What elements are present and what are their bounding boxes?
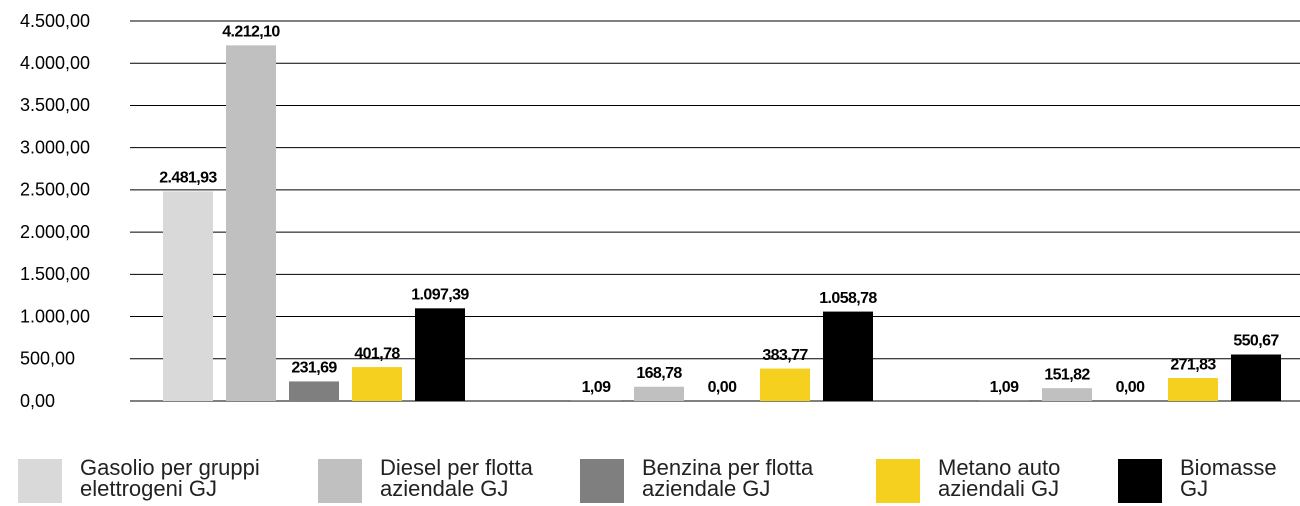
y-tick-label: 4.000,00 xyxy=(20,53,90,73)
bar xyxy=(226,45,276,401)
data-label: 168,78 xyxy=(636,365,682,382)
legend-item: Benzina per flotta aziendale GJ xyxy=(580,457,852,503)
y-tick-label: 3.000,00 xyxy=(20,137,90,157)
y-tick-label: 2.000,00 xyxy=(20,222,90,242)
data-label: 2.481,93 xyxy=(159,170,217,187)
legend-swatch xyxy=(1118,459,1162,503)
legend-item: Diesel per flotta aziendale GJ xyxy=(318,457,570,503)
bar xyxy=(760,368,810,401)
bar xyxy=(415,308,465,401)
legend-label: Benzina per flotta aziendale GJ xyxy=(642,455,814,501)
data-label: 0,00 xyxy=(1116,379,1145,396)
bar xyxy=(163,191,213,401)
bar xyxy=(823,311,873,401)
y-tick-label: 4.500,00 xyxy=(20,11,90,31)
y-tick-label: 500,00 xyxy=(20,349,75,369)
data-label: 0,00 xyxy=(708,379,737,396)
legend-swatch xyxy=(18,459,62,503)
bar xyxy=(1042,388,1092,401)
legend-item: Biomasse GJ xyxy=(1118,457,1280,503)
data-label: 401,78 xyxy=(354,345,400,362)
legend-label: Diesel per flotta aziendale GJ xyxy=(380,455,533,501)
data-label: 550,67 xyxy=(1233,333,1279,350)
y-tick-label: 3.500,00 xyxy=(20,95,90,115)
legend-item: Metano auto aziendali GJ xyxy=(876,457,1098,503)
bar xyxy=(1168,378,1218,401)
y-tick-label: 2.500,00 xyxy=(20,180,90,200)
data-label: 271,83 xyxy=(1170,356,1216,373)
y-tick-label: 0,00 xyxy=(20,391,55,411)
data-label: 1.097,39 xyxy=(411,287,469,304)
data-label: 1,09 xyxy=(990,379,1019,396)
data-label: 151,82 xyxy=(1044,366,1090,383)
data-label: 4.212,10 xyxy=(222,24,280,41)
chart: 0,00 500,00 1.000,00 1.500,00 2.000,00 2.500,… xyxy=(20,11,1300,411)
y-tick-label: 1.500,00 xyxy=(20,264,90,284)
bar xyxy=(289,381,339,401)
legend-label: Metano auto aziendali GJ xyxy=(938,455,1061,501)
data-label: 1,09 xyxy=(582,379,611,396)
legend-label: Gasolio per gruppi elettrogeni GJ xyxy=(80,455,260,501)
data-label: 383,77 xyxy=(762,347,808,364)
bar xyxy=(1231,354,1281,401)
legend-item: Gasolio per gruppi elettrogeni GJ xyxy=(18,457,300,503)
y-tick-label: 1.000,00 xyxy=(20,306,90,326)
bar xyxy=(352,367,402,401)
bar xyxy=(634,386,684,401)
data-label: 1.058,78 xyxy=(819,290,877,307)
data-label: 231,69 xyxy=(291,360,337,377)
legend-swatch xyxy=(580,459,624,503)
legend-swatch xyxy=(318,459,362,503)
legend-label: Biomasse GJ xyxy=(1180,455,1277,501)
legend-swatch xyxy=(876,459,920,503)
